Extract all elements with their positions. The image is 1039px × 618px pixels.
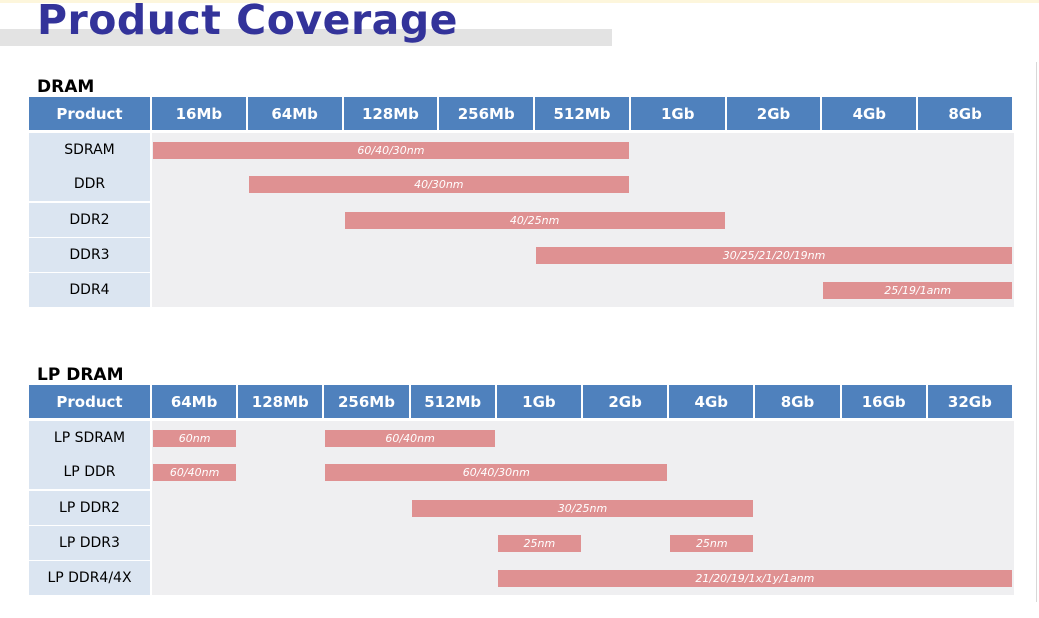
header-512mb: 512Mb xyxy=(410,385,495,418)
product-row-ddr: DDR xyxy=(29,167,150,201)
header-128mb: 128Mb xyxy=(343,97,438,130)
header-product: Product xyxy=(29,385,150,418)
coverage-bar-lp-ddr: 60/40nm xyxy=(153,464,237,481)
lp-dram-coverage-table: Product 64Mb 128Mb 256Mb 512Mb 1Gb 2Gb 4Gb 8Gb 16… xyxy=(29,385,1014,596)
header-128mb: 128Mb xyxy=(238,385,323,418)
header-8gb: 8Gb xyxy=(755,385,840,418)
product-row-lp-ddr: LP DDR xyxy=(29,455,150,489)
header-512mb: 512Mb xyxy=(535,97,629,130)
product-row-ddr3: DDR3 xyxy=(29,238,150,272)
coverage-bar-ddr4: 25/19/1anm xyxy=(823,282,1012,299)
header-16gb: 16Gb xyxy=(841,385,926,418)
coverage-bar-lp-ddr4-4x: 21/20/19/1x/1y/1anm xyxy=(497,570,1012,587)
header-1gb: 1Gb xyxy=(496,385,581,418)
top-accent-line xyxy=(0,0,1039,3)
title-underline-band xyxy=(0,29,612,46)
coverage-bar-lp-sdram: 60nm xyxy=(153,430,237,447)
product-row-sdram: SDRAM xyxy=(29,133,150,167)
product-row-ddr4: DDR4 xyxy=(29,273,150,307)
header-256mb: 256Mb xyxy=(324,385,409,418)
product-row-lp-ddr3: LP DDR3 xyxy=(29,526,150,560)
header-64mb: 64Mb xyxy=(247,97,342,130)
product-row-lp-sdram: LP SDRAM xyxy=(29,421,150,455)
product-row-ddr2: DDR2 xyxy=(29,203,150,237)
section-title-dram: DRAM xyxy=(37,77,95,97)
coverage-bar-ddr3: 30/25/21/20/19nm xyxy=(536,247,1012,264)
header-64mb: 64Mb xyxy=(152,385,237,418)
coverage-bar-ddr: 40/30nm xyxy=(248,176,629,193)
section-title-lp-dram: LP DRAM xyxy=(37,365,124,385)
header-4gb: 4Gb xyxy=(822,97,917,130)
right-border-line xyxy=(1036,62,1037,602)
coverage-bar-lp-ddr2: 30/25nm xyxy=(411,500,754,517)
header-32gb: 32Gb xyxy=(927,385,1012,418)
product-row-lp-ddr2: LP DDR2 xyxy=(29,491,150,525)
header-1gb: 1Gb xyxy=(630,97,725,130)
coverage-bar-lp-ddr: 60/40/30nm xyxy=(325,464,668,481)
header-4gb: 4Gb xyxy=(669,385,754,418)
coverage-bar-sdram: 60/40/30nm xyxy=(153,142,629,159)
header-2gb: 2Gb xyxy=(726,97,821,130)
dram-coverage-table: Product 16Mb 64Mb 128Mb 256Mb 512Mb 1Gb 2Gb 4Gb 8… xyxy=(29,97,1014,308)
header-product: Product xyxy=(29,97,150,130)
header-256mb: 256Mb xyxy=(439,97,534,130)
coverage-bar-lp-sdram: 60/40nm xyxy=(325,430,495,447)
header-2gb: 2Gb xyxy=(583,385,668,418)
coverage-bar-ddr2: 40/25nm xyxy=(344,212,725,229)
page-title: Product Coverage xyxy=(37,0,458,44)
header-16mb: 16Mb xyxy=(152,97,246,130)
coverage-bar-lp-ddr3: 25nm xyxy=(497,535,581,552)
coverage-bar-lp-ddr3: 25nm xyxy=(670,535,754,552)
header-8gb: 8Gb xyxy=(918,97,1012,130)
product-row-lp-ddr4-4x: LP DDR4/4X xyxy=(29,561,150,595)
